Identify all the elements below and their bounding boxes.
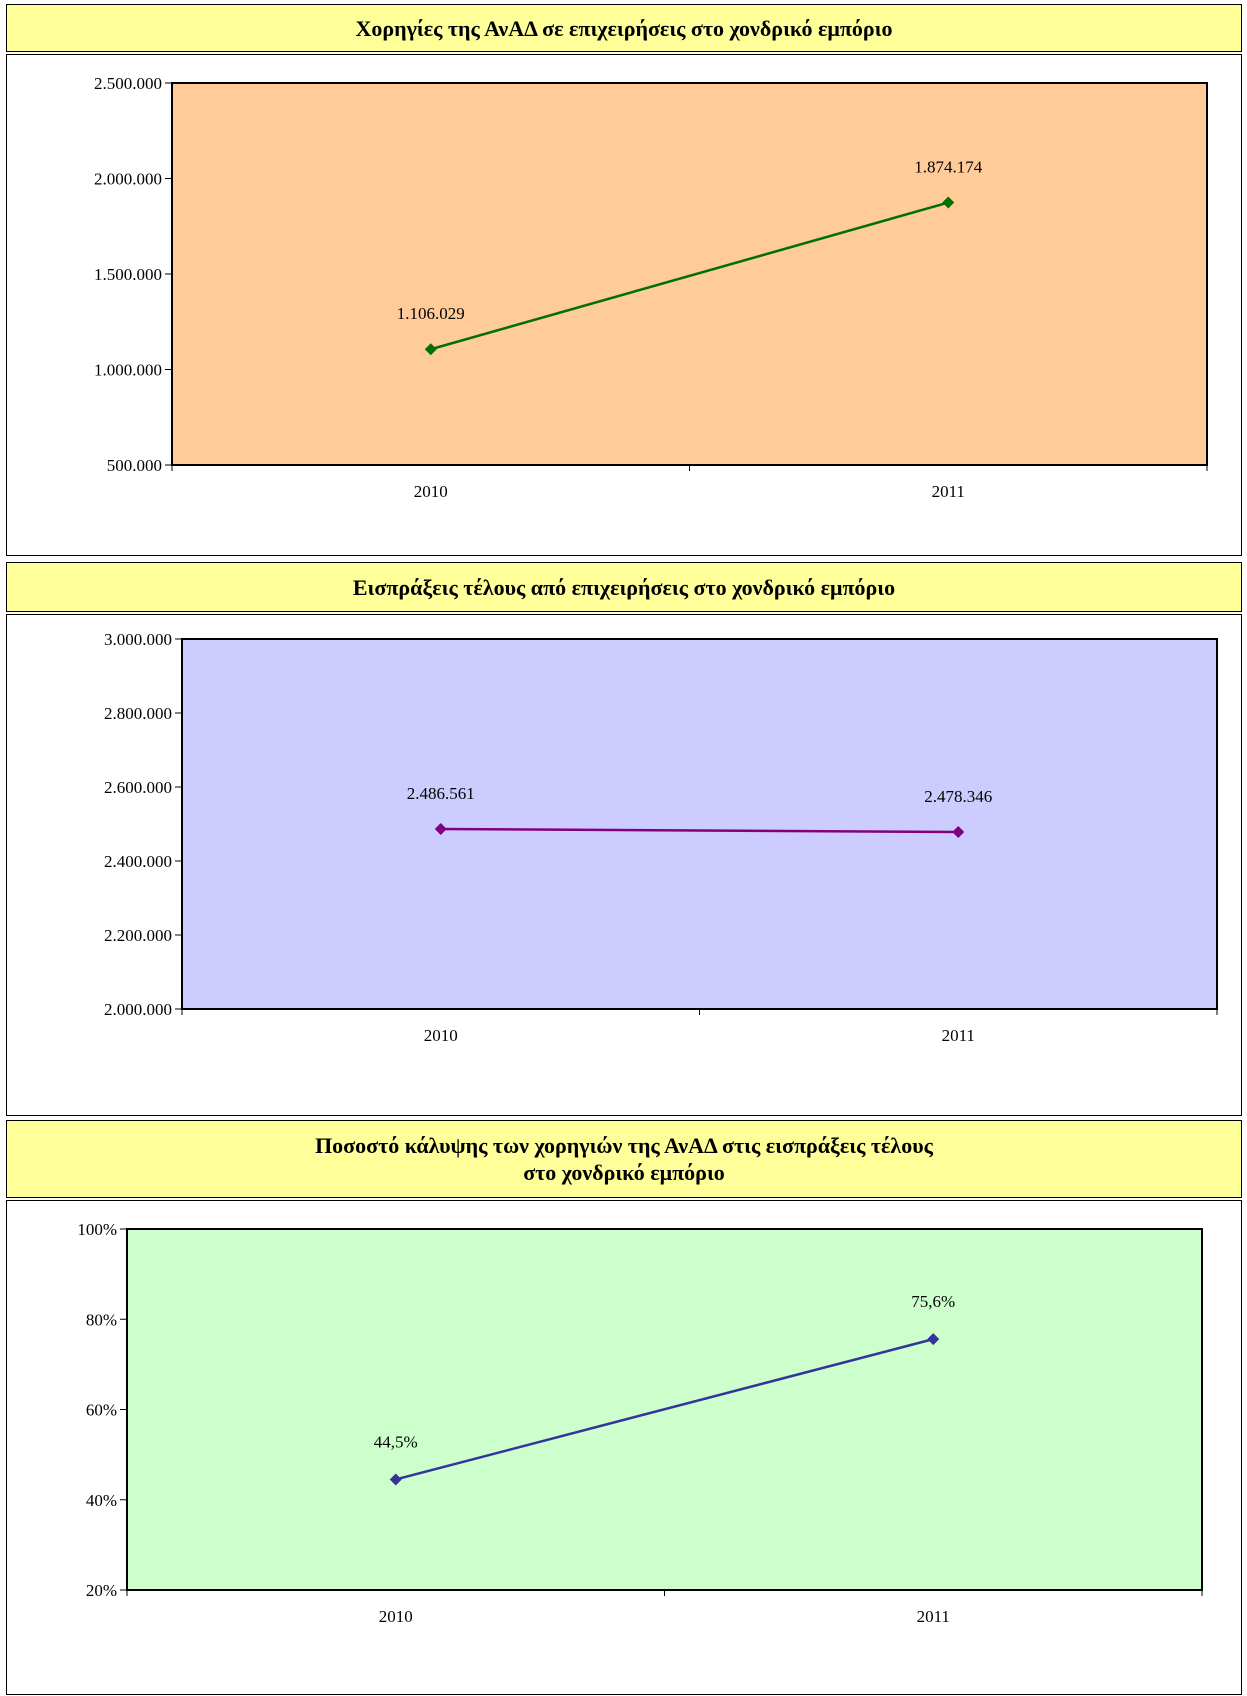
y-tick-label: 60% <box>86 1401 117 1420</box>
series-line <box>430 201 949 351</box>
x-tick-label: 2010 <box>379 1607 413 1626</box>
chart-3-plot: 20% 40% 60% 80% 100% 2010 2011 44,5% 75,6% <box>77 1220 1203 1626</box>
data-point <box>389 1473 402 1486</box>
data-label: 1.106.029 <box>397 304 465 323</box>
y-tick-label: 40% <box>86 1491 117 1510</box>
y-tick-label: 1.500.000 <box>94 265 162 284</box>
y-tick-label: 100% <box>77 1220 117 1239</box>
y-tick-label: 1.000.000 <box>94 361 162 380</box>
plot-area <box>171 82 1208 466</box>
chart-1-plot: 500.000 1.000.000 1.500.000 2.000.000 2.500.… <box>94 74 1208 501</box>
series-line <box>395 1337 934 1481</box>
chart-3-title-line-2: στο χονδρικό εμπόριο <box>523 1160 725 1185</box>
data-label: 44,5% <box>374 1432 418 1451</box>
chart-3-frame: 20% 40% 60% 80% 100% 2010 2011 44,5% 75,6% <box>6 1200 1242 1695</box>
data-label: 1.874.174 <box>914 158 983 177</box>
chart-2-title-line-1: Εισπράξεις τέλους από επιχειρήσεις στο χ… <box>352 574 896 600</box>
chart-1-frame: 500.000 1.000.000 1.500.000 2.000.000 2.500.… <box>6 54 1242 556</box>
chart-3-title-bar: Ποσοστό κάλυψης των χορηγιών της ΑνΑΔ στ… <box>6 1120 1242 1198</box>
data-point <box>942 196 955 209</box>
chart-1-title-bar: Χορηγίες της ΑνΑΔ σε επιχειρήσεις στο χο… <box>6 4 1242 52</box>
y-tick-label: 2.400.000 <box>104 852 172 871</box>
series-line <box>440 827 959 834</box>
chart-1-title-line-1: Χορηγίες της ΑνΑΔ σε επιχειρήσεις στο χο… <box>355 15 893 41</box>
y-tick-label: 20% <box>86 1581 117 1600</box>
x-tick-label: 2010 <box>414 482 448 501</box>
plot-area <box>181 638 1218 1010</box>
y-tick-label: 2.000.000 <box>104 1000 172 1019</box>
y-tick-label: 2.200.000 <box>104 926 172 945</box>
data-label: 75,6% <box>911 1292 955 1311</box>
chart-2-title-bar: Εισπράξεις τέλους από επιχειρήσεις στο χ… <box>6 562 1242 612</box>
y-tick-label: 500.000 <box>107 456 162 475</box>
y-tick-label: 2.800.000 <box>104 704 172 723</box>
x-tick-label: 2011 <box>932 482 965 501</box>
x-tick-label: 2011 <box>917 1607 950 1626</box>
data-point <box>434 822 447 835</box>
y-tick-label: 2.500.000 <box>94 74 162 93</box>
y-tick-label: 80% <box>86 1310 117 1329</box>
chart-2-plot: 2.000.000 2.200.000 2.400.000 2.600.000 2.80… <box>104 630 1218 1045</box>
y-tick-label: 3.000.000 <box>104 630 172 649</box>
x-tick-label: 2011 <box>942 1026 975 1045</box>
data-point <box>952 826 965 839</box>
data-point <box>424 343 437 356</box>
data-label: 2.478.346 <box>924 787 992 806</box>
y-tick-label: 2.000.000 <box>94 170 162 189</box>
x-tick-label: 2010 <box>424 1026 458 1045</box>
chart-3-title-line-1: Ποσοστό κάλυψης των χορηγιών της ΑνΑΔ στ… <box>315 1133 933 1158</box>
data-point <box>927 1333 940 1346</box>
data-label: 2.486.561 <box>407 784 475 803</box>
chart-2-frame: 2.000.000 2.200.000 2.400.000 2.600.000 2.80… <box>6 614 1242 1116</box>
y-tick-label: 2.600.000 <box>104 778 172 797</box>
